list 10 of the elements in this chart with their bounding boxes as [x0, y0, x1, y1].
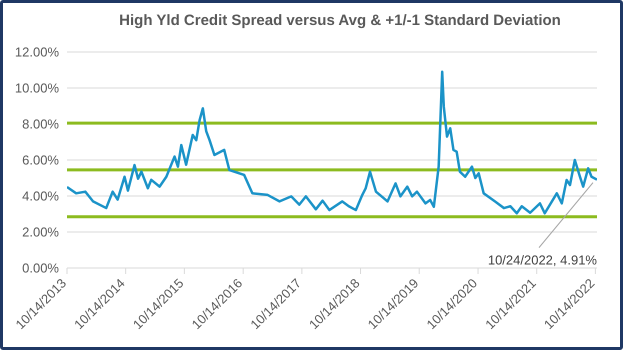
y-tick-label: 6.00%: [22, 152, 60, 168]
y-tick-label: 8.00%: [22, 116, 60, 132]
y-tick-label: 0.00%: [22, 260, 60, 276]
y-tick-label: 2.00%: [22, 224, 60, 240]
chart-title: High Yld Credit Spread versus Avg & +1/-1 Standard Deviation: [118, 12, 562, 29]
y-tick-label: 12.00%: [14, 44, 60, 60]
annotation: 10/24/2022, 4.91%: [488, 252, 598, 268]
line-series: [67, 70, 597, 215]
y-tick-label: 4.00%: [22, 188, 60, 204]
y-tick-label: 10.00%: [14, 80, 60, 96]
